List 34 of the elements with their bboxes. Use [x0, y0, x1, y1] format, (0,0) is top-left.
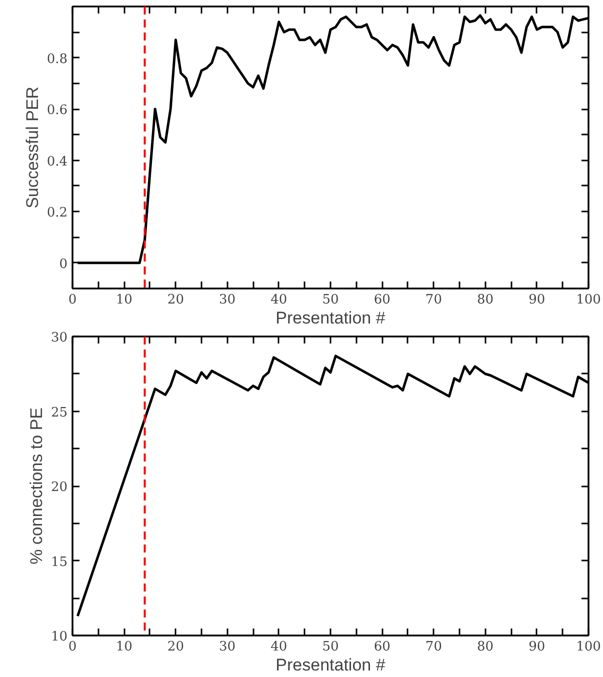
x-tick-label: 80 — [477, 640, 494, 654]
x-axis-title: Presentation # — [276, 308, 386, 328]
y-axis-title: % connections to PE — [26, 408, 46, 564]
y-tick-label: 0.4 — [46, 154, 68, 170]
x-tick-label: 70 — [425, 292, 442, 308]
y-tick-label: 0 — [59, 256, 68, 272]
x-tick-label: 10 — [116, 640, 132, 654]
y-tick-label: 0.2 — [46, 206, 68, 221]
x-tick-label: 70 — [425, 640, 442, 654]
y-axis-title: Successful PER — [22, 86, 42, 208]
x-tick-label: 20 — [167, 292, 184, 308]
x-tick-label: 30 — [219, 640, 236, 654]
y-tick-label: 30 — [50, 330, 68, 346]
x-tick-label: 90 — [528, 640, 546, 654]
x-tick-label: 100 — [576, 292, 601, 308]
x-tick-label: 30 — [219, 292, 236, 308]
y-tick-label: 0.8 — [46, 52, 68, 67]
y-tick-label: 25 — [50, 405, 68, 420]
x-tick-label: 60 — [374, 292, 390, 308]
y-tick-label: 20 — [50, 480, 68, 495]
y-tick-label: 10 — [50, 630, 68, 644]
y-tick-label: 15 — [50, 554, 68, 570]
x-tick-label: 100 — [576, 640, 601, 654]
x-tick-label: 40 — [270, 640, 288, 654]
x-axis-title: Presentation # — [276, 656, 386, 674]
x-tick-label: 40 — [270, 292, 288, 308]
x-tick-label: 50 — [322, 292, 339, 308]
x-tick-label: 10 — [116, 292, 132, 308]
x-tick-label: 80 — [477, 292, 494, 308]
x-tick-label: 50 — [322, 640, 339, 654]
x-tick-label: 20 — [167, 640, 184, 654]
x-tick-label: 90 — [528, 292, 546, 308]
y-tick-label: 0.6 — [46, 103, 68, 118]
x-tick-label: 60 — [374, 640, 390, 654]
